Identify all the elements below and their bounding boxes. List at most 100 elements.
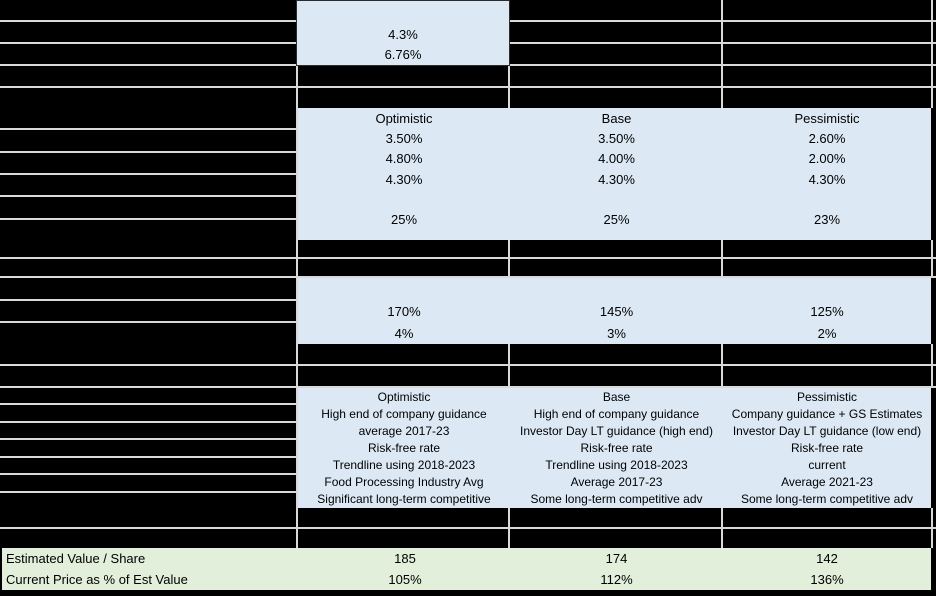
scenario-value-cell[interactable]: 4.30%: [385, 171, 423, 187]
blank-cell: [723, 259, 931, 276]
hidden-label-column: [0, 388, 296, 508]
scenario-row: [298, 278, 931, 300]
grid-row: [0, 259, 936, 276]
blank-cell: [723, 88, 931, 108]
scenario-value-cell[interactable]: Company guidance + GS Estimates: [731, 406, 923, 421]
separator-grid-section: [0, 240, 936, 278]
scenario-row: Food Processing Industry Avg Average 2017…: [298, 474, 931, 491]
summary-label-estimated-value[interactable]: Estimated Value / Share: [6, 551, 146, 566]
blank-cell: [933, 508, 936, 527]
summary-value-cell[interactable]: 112%: [600, 572, 633, 587]
blank-cell: [510, 259, 721, 276]
scenario-value-cell[interactable]: Base: [601, 110, 632, 126]
hidden-row-label-cell: [0, 130, 296, 151]
scenario-ratios-section: 170% 145% 125% 4% 3% 2%: [0, 278, 936, 345]
blank-cell: [0, 529, 296, 548]
summary-value-cell[interactable]: 142: [816, 551, 838, 566]
scenario-value-cell[interactable]: Significant long-term competitive: [317, 492, 491, 507]
scenario-notes-section: Optimistic Base Pessimistic High end of com…: [0, 388, 936, 508]
blank-cell: [933, 240, 936, 257]
blank-cell: [723, 44, 931, 64]
scenario-value-cell[interactable]: 170%: [387, 303, 421, 319]
scenario-value-cell[interactable]: Pessimistic: [796, 389, 857, 404]
scenario-rates-section: Optimistic Base Pessimistic 3.50% 3.50% 2.60%…: [0, 108, 936, 240]
scenario-row: Optimistic Base Pessimistic: [298, 108, 931, 128]
scenario-value-cell[interactable]: Some long-term competitive adv: [740, 492, 914, 507]
scenario-value-cell[interactable]: 25%: [603, 212, 630, 228]
scenario-value-cell[interactable]: Risk-free rate: [790, 440, 864, 455]
scenario-value-cell[interactable]: High end of company guidance: [321, 406, 487, 421]
scenario-value-cell[interactable]: Some long-term competitive adv: [530, 492, 703, 507]
scenario-value-cell[interactable]: Average 2021-23: [781, 475, 873, 490]
scenario-value-cell[interactable]: 25%: [390, 212, 418, 228]
scenario-value-cell[interactable]: Trendline using 2018-2023: [332, 458, 476, 473]
summary-value-cell[interactable]: 136%: [810, 572, 844, 587]
hidden-row-label-cell: [0, 475, 296, 491]
scenario-value-cell[interactable]: Optimistic: [377, 389, 431, 404]
blank-cell: [933, 22, 936, 42]
summary-value-cell[interactable]: 105%: [388, 572, 422, 587]
scenario-value-cell[interactable]: Pessimistic: [794, 110, 860, 126]
scenario-value-cell[interactable]: Risk-free rate: [367, 440, 441, 455]
scenario-value-cell[interactable]: 4.80%: [385, 151, 423, 167]
summary-value-cell[interactable]: 174: [605, 551, 628, 566]
scenario-value-cell[interactable]: 4.00%: [598, 151, 635, 167]
scenario-value-cell[interactable]: 125%: [810, 303, 844, 319]
hidden-row-label-cell: [0, 197, 296, 218]
blank-cell: [723, 344, 931, 364]
scenario-value-cell[interactable]: Investor Day LT guidance (high end): [519, 423, 713, 438]
scenario-value-cell[interactable]: Investor Day LT guidance (low end): [732, 423, 922, 438]
blank-cell: [298, 278, 510, 300]
summary-row: Estimated Value / Share 185 174 142: [2, 548, 931, 569]
blank-cell: [0, 366, 296, 386]
summary-label-current-price[interactable]: Current Price as % of Est Value: [6, 572, 188, 587]
scenario-value-cell[interactable]: 3.50%: [598, 130, 635, 146]
summary-value-cell[interactable]: 185: [394, 551, 416, 566]
top-input-cell[interactable]: 4.3% 6.76%: [296, 0, 510, 66]
grid-row: [0, 344, 936, 364]
scenario-value-cell[interactable]: 4.30%: [808, 171, 846, 187]
scenario-value-cell[interactable]: 23%: [813, 212, 841, 228]
scenario-value-cell[interactable]: 3%: [607, 325, 626, 341]
scenario-value-cell[interactable]: Risk-free rate: [580, 440, 653, 455]
right-margin-strip: [931, 278, 936, 344]
scenario-value-cell[interactable]: 3.50%: [385, 130, 423, 146]
scenario-value-cell[interactable]: average 2017-23: [358, 423, 450, 438]
hidden-row-label-cell: [0, 219, 296, 240]
hidden-row-label-cell: [0, 388, 296, 404]
summary-row: Current Price as % of Est Value 105% 112…: [2, 569, 931, 590]
grid-row: [0, 88, 936, 108]
blank-cell: [723, 508, 931, 527]
blank-cell: [723, 189, 931, 209]
bottom-border-strip: [0, 590, 936, 596]
scenario-value-cell[interactable]: 2.60%: [808, 130, 846, 146]
blank-cell: [933, 529, 936, 548]
blank-cell: [0, 22, 296, 42]
scenario-value-cell[interactable]: 2%: [817, 325, 837, 341]
blank-cell: [510, 529, 721, 548]
scenario-value-cell[interactable]: Trendline using 2018-2023: [545, 458, 688, 473]
hidden-row-label-cell: [0, 300, 296, 322]
scenario-value-cell[interactable]: 4%: [394, 325, 414, 341]
blank-cell: [510, 344, 721, 364]
scenario-value-cell[interactable]: Base: [602, 389, 631, 404]
scenario-value-cell[interactable]: 4.30%: [598, 171, 635, 187]
scenario-value-cell[interactable]: 2.00%: [808, 151, 846, 167]
blank-cell: [510, 22, 721, 42]
hidden-row-label-cell: [0, 323, 296, 345]
scenario-value-cell[interactable]: Optimistic: [375, 110, 433, 126]
grid-row: [0, 240, 936, 257]
blank-cell: [298, 189, 510, 209]
scenario-value-cell[interactable]: High end of company guidance: [533, 406, 700, 421]
blank-cell: [723, 22, 931, 42]
scenario-value-cell[interactable]: 145%: [599, 303, 634, 319]
scenario-value-cell[interactable]: Average 2017-23: [570, 475, 663, 490]
top-input-value-1: 4.3%: [388, 26, 418, 42]
blank-cell: [298, 529, 508, 548]
scenario-value-cell[interactable]: Food Processing Industry Avg: [324, 475, 484, 490]
blank-cell: [0, 0, 296, 20]
blank-cell: [933, 88, 936, 108]
grid-row: [0, 508, 936, 527]
scenario-value-cell[interactable]: current: [808, 458, 846, 473]
